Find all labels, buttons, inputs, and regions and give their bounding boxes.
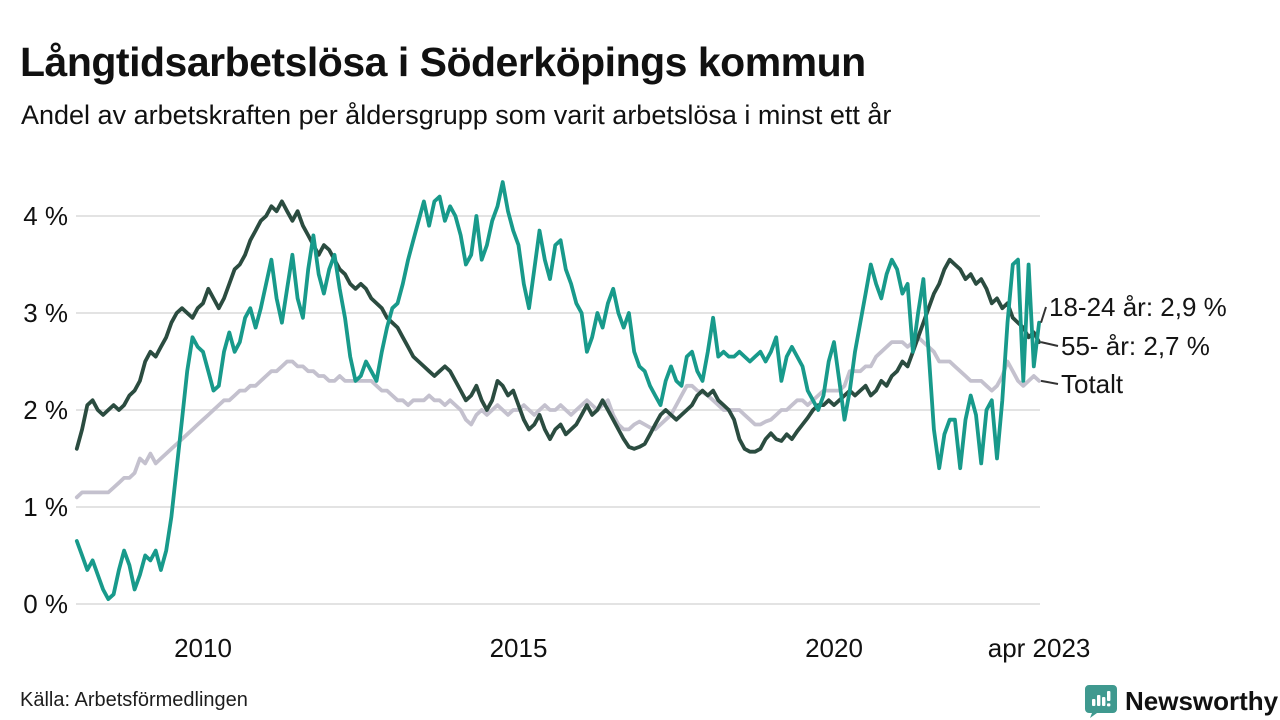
y-axis-label: 3 % [23,298,68,328]
x-axis-label: 2010 [174,633,232,663]
y-axis-label: 1 % [23,492,68,522]
y-axis-label: 0 % [23,589,68,619]
newsworthy-logo-icon [1085,685,1117,718]
line-18-24-ar [74,180,1041,601]
newsworthy-brand: Newsworthy [1084,684,1278,718]
end-label-18-24: 18-24 år: 2,9 % [1049,292,1227,322]
end-label-55: 55- år: 2,7 % [1061,331,1210,361]
line-totalt [74,335,1041,500]
line-55-ar [74,199,1041,454]
end-label-totalt: Totalt [1061,369,1124,399]
page-title: Långtidsarbetslösa i Söderköpings kommun [20,39,866,86]
label-connector-55-ar [1040,341,1059,347]
label-connector-totalt [1040,379,1059,385]
x-axis-label: 2015 [490,633,548,663]
newsworthy-brand-text: Newsworthy [1125,685,1279,716]
label-connector-18-24-ar [1040,306,1047,324]
x-axis-label: apr 2023 [988,633,1091,663]
source-note: Källa: Arbetsförmedlingen [20,689,248,711]
y-axis-label: 2 % [23,395,68,425]
chart-subtitle: Andel av arbetskraften per åldersgrupp s… [21,100,892,130]
y-axis-label: 4 % [23,201,68,231]
x-axis-label: 2020 [805,633,863,663]
